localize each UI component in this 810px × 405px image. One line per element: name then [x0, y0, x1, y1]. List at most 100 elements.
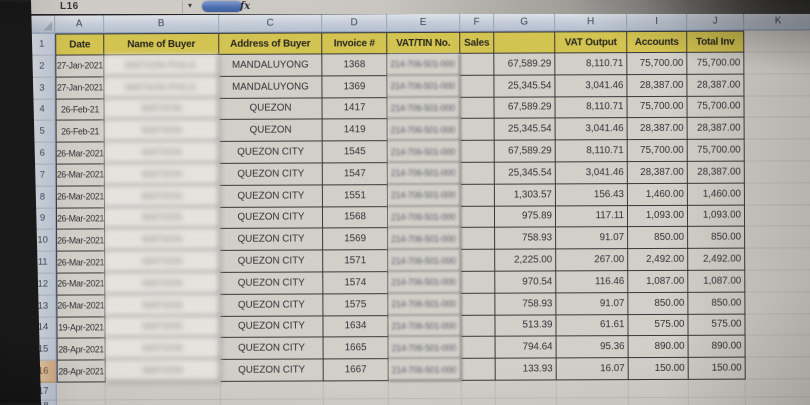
cell-B7[interactable]: WATSON: [104, 163, 220, 187]
cell-B4[interactable]: WATSON: [104, 98, 220, 121]
cell-K3[interactable]: [744, 74, 810, 97]
column-header-F[interactable]: F: [460, 13, 495, 32]
cell-C13[interactable]: QUEZON CITY: [220, 294, 324, 317]
cell-K7[interactable]: [744, 161, 810, 184]
cell-J11[interactable]: 2,492.00: [688, 248, 746, 271]
cell-K13[interactable]: [745, 292, 810, 315]
cell-J10[interactable]: 850.00: [688, 226, 746, 250]
cell-I10[interactable]: 850.00: [628, 227, 689, 250]
cell-C18[interactable]: [220, 399, 324, 405]
cell-E2[interactable]: 214-706-501-000: [387, 53, 461, 76]
cell-A8[interactable]: 26-Mar-2021: [55, 186, 105, 209]
cell-G4[interactable]: 67,589.29: [494, 97, 556, 120]
header-cell-H[interactable]: VAT Output: [555, 31, 628, 54]
cell-B11[interactable]: WATSON: [105, 251, 221, 274]
cell-B2[interactable]: WATSON PHILS.: [104, 54, 220, 78]
cell-G3[interactable]: 25,345.54: [494, 75, 556, 98]
cell-A16[interactable]: 28-Apr-2021: [56, 360, 106, 383]
cell-C16[interactable]: QUEZON CITY: [220, 359, 324, 382]
cell-B6[interactable]: WATSON: [104, 142, 220, 165]
cell-C14[interactable]: QUEZON CITY: [220, 315, 324, 339]
cell-A2[interactable]: 27-Jan-2021: [55, 55, 105, 78]
cell-J7[interactable]: 28,387.00: [687, 161, 745, 184]
cell-E3[interactable]: 214-706-501-000: [387, 75, 461, 98]
cell-G5[interactable]: 25,345.54: [494, 118, 556, 141]
cell-F15[interactable]: [461, 337, 496, 359]
cell-G11[interactable]: 2,225.00: [495, 249, 557, 272]
row-header-1[interactable]: 1: [29, 33, 56, 56]
cell-H14[interactable]: 61.61: [556, 314, 629, 337]
cell-K18[interactable]: [745, 397, 810, 405]
column-header-G[interactable]: G: [494, 13, 556, 32]
header-cell-I[interactable]: Accounts: [627, 30, 688, 54]
cell-E16[interactable]: 214-706-501-000: [388, 358, 462, 382]
header-cell-F[interactable]: Sales: [460, 31, 495, 54]
cell-J13[interactable]: 850.00: [688, 292, 746, 315]
cell-B12[interactable]: WATSON: [105, 272, 221, 296]
cell-H11[interactable]: 267.00: [556, 249, 629, 272]
cell-I15[interactable]: 890.00: [628, 336, 689, 359]
header-cell-G[interactable]: [494, 31, 556, 54]
cell-A10[interactable]: 26-Mar-2021: [56, 229, 106, 252]
cell-K4[interactable]: [744, 95, 810, 118]
cell-C15[interactable]: QUEZON CITY: [220, 337, 324, 361]
cell-K9[interactable]: [744, 204, 810, 227]
cell-I18[interactable]: [628, 397, 689, 405]
cell-H7[interactable]: 3,041.46: [555, 162, 628, 185]
cell-A14[interactable]: 19-Apr-2021: [56, 316, 106, 339]
cell-G15[interactable]: 794.64: [495, 336, 557, 359]
cell-H9[interactable]: 117.11: [555, 205, 629, 228]
cell-F5[interactable]: [460, 119, 495, 142]
cell-K10[interactable]: [745, 226, 810, 249]
cell-J12[interactable]: 1,087.00: [688, 270, 746, 293]
header-cell-J[interactable]: Total Inv: [687, 30, 745, 53]
cell-I13[interactable]: 850.00: [628, 292, 689, 315]
cell-C3[interactable]: MANDALUYONG: [219, 76, 323, 99]
cell-B16[interactable]: WATSON: [105, 360, 221, 383]
cell-D3[interactable]: 1369: [322, 75, 388, 99]
cell-E18[interactable]: [388, 398, 462, 405]
cell-I11[interactable]: 2,492.00: [628, 249, 689, 272]
cell-K16[interactable]: [745, 357, 810, 380]
header-cell-E[interactable]: VAT/TIN No.: [387, 31, 461, 55]
cell-J16[interactable]: 150.00: [688, 357, 746, 380]
cell-D7[interactable]: 1547: [322, 163, 388, 186]
cell-B9[interactable]: WATSON: [104, 207, 221, 230]
column-header-A[interactable]: A: [55, 15, 105, 34]
cell-B3[interactable]: WATSON PHILS.: [104, 76, 220, 99]
cell-K11[interactable]: [745, 248, 810, 271]
cell-J8[interactable]: 1,460.00: [687, 183, 745, 206]
cell-E8[interactable]: 214-706-501-000: [387, 184, 461, 207]
cell-D4[interactable]: 1417: [322, 97, 388, 120]
cell-J6[interactable]: 75,700.00: [687, 139, 745, 162]
cell-A17[interactable]: [56, 382, 106, 401]
cell-K6[interactable]: [744, 139, 810, 162]
cell-F11[interactable]: [461, 249, 496, 272]
cell-G14[interactable]: 513.39: [495, 314, 557, 338]
name-box[interactable]: L16: [60, 1, 79, 12]
cell-J9[interactable]: 1,093.00: [687, 205, 746, 228]
cell-A7[interactable]: 26-Mar-2021: [55, 164, 105, 187]
cell-F17[interactable]: [461, 380, 496, 399]
cell-K12[interactable]: [745, 270, 810, 293]
cell-G7[interactable]: 25,345.54: [494, 162, 556, 185]
cell-G16[interactable]: 133.93: [495, 358, 557, 381]
insert-function-icon[interactable]: fx: [240, 1, 251, 12]
cell-H16[interactable]: 16.07: [556, 358, 629, 381]
cell-H13[interactable]: 91.07: [556, 292, 629, 315]
cell-E5[interactable]: 214-706-501-000: [387, 119, 461, 142]
cell-I12[interactable]: 1,087.00: [628, 270, 689, 293]
cell-I14[interactable]: 575.00: [628, 314, 689, 337]
cell-D11[interactable]: 1571: [323, 250, 389, 273]
cell-G10[interactable]: 758.93: [495, 227, 557, 250]
column-header-I[interactable]: I: [627, 12, 688, 32]
cell-H6[interactable]: 8,110.71: [555, 140, 628, 163]
cell-J3[interactable]: 28,387.00: [687, 74, 745, 97]
cell-K14[interactable]: [745, 313, 810, 336]
row-header-2[interactable]: 2: [29, 55, 56, 78]
cell-G9[interactable]: 975.89: [494, 205, 557, 229]
cell-I2[interactable]: 75,700.00: [627, 52, 688, 75]
cell-B5[interactable]: WATSON: [104, 120, 220, 143]
cell-I3[interactable]: 28,387.00: [627, 74, 688, 97]
cell-K2[interactable]: [744, 52, 810, 75]
